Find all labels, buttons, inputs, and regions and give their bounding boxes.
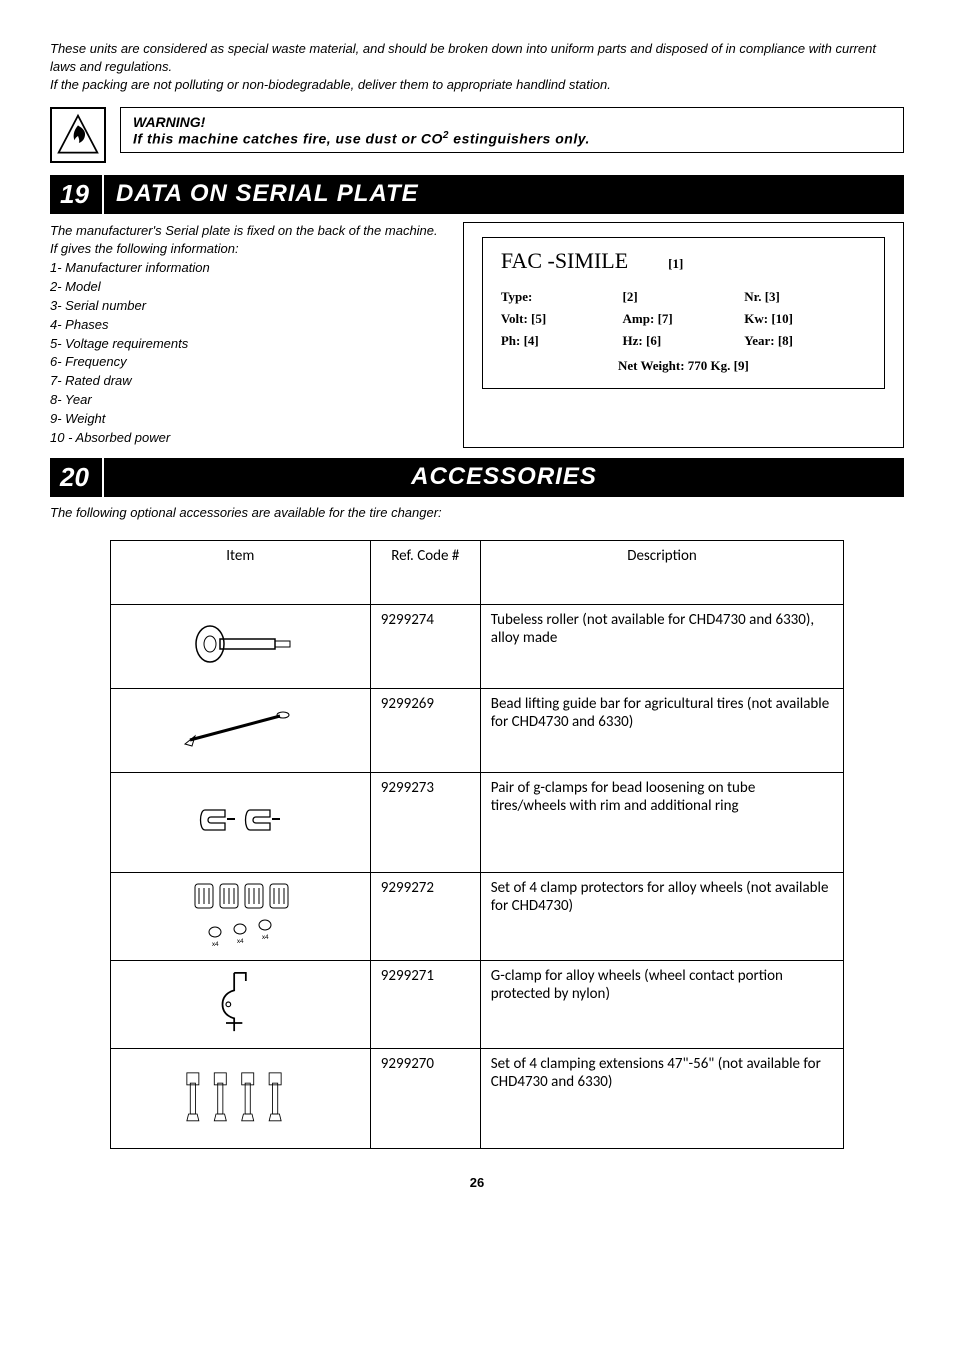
section-20-header: 20 ACCESSORIES: [50, 458, 904, 497]
list-item: 3- Serial number: [50, 297, 443, 316]
item-image-g-clamp-alloy: [110, 960, 370, 1048]
warning-block: WARNING! If this machine catches fire, u…: [50, 107, 904, 163]
serial-plate-lead: The manufacturer's Serial plate is fixed…: [50, 222, 443, 260]
table-row: x4 x4 x4 9299272 Set of 4 clamp protecto…: [110, 872, 843, 960]
col-ref: Ref. Code #: [370, 540, 480, 604]
item-image-tubeless-roller: [110, 604, 370, 688]
intro-line-1: These units are considered as special wa…: [50, 41, 876, 74]
plate-footer: Net Weight: 770 Kg. [9]: [501, 358, 866, 374]
ref-code: 9299272: [370, 872, 480, 960]
warning-body: If this machine catches fire, use dust o…: [133, 130, 891, 147]
ref-code: 9299270: [370, 1048, 480, 1148]
ref-code: 9299271: [370, 960, 480, 1048]
section-19-number: 19: [50, 175, 104, 214]
serial-plate-info: The manufacturer's Serial plate is fixed…: [50, 222, 443, 448]
section-19-title: DATA ON SERIAL PLATE: [104, 175, 904, 214]
table-row: 9299269 Bead lifting guide bar for agric…: [110, 688, 843, 772]
col-desc: Description: [480, 540, 843, 604]
table-row: 9299273 Pair of g-clamps for bead loosen…: [110, 772, 843, 872]
list-item: 5- Voltage requirements: [50, 335, 443, 354]
svg-text:x4: x4: [262, 932, 269, 941]
list-item: 9- Weight: [50, 410, 443, 429]
ref-code: 9299273: [370, 772, 480, 872]
plate-box: FAC -SIMILE [1] Type: [2] Nr. [3] Volt: …: [482, 237, 885, 389]
accessories-intro: The following optional accessories are a…: [50, 505, 904, 520]
svg-text:x4: x4: [212, 939, 219, 948]
description: Set of 4 clamping extensions 47"-56" (no…: [480, 1048, 843, 1148]
plate-ref-1: [1]: [668, 256, 683, 272]
warning-text-box: WARNING! If this machine catches fire, u…: [120, 107, 904, 154]
warning-title: WARNING!: [133, 114, 891, 130]
list-item: 10 - Absorbed power: [50, 429, 443, 448]
intro-line-2: If the packing are not polluting or non-…: [50, 77, 611, 92]
item-image-guide-bar: [110, 688, 370, 772]
accessories-table: Item Ref. Code # Description 9299274 Tub…: [110, 540, 844, 1149]
description: G-clamp for alloy wheels (wheel contact …: [480, 960, 843, 1048]
serial-plate-facsimile: FAC -SIMILE [1] Type: [2] Nr. [3] Volt: …: [463, 222, 904, 448]
item-image-clamping-extensions: [110, 1048, 370, 1148]
description: Pair of g-clamps for bead loosening on t…: [480, 772, 843, 872]
table-row: 9299270 Set of 4 clamping extensions 47"…: [110, 1048, 843, 1148]
intro-paragraph: These units are considered as special wa…: [50, 40, 904, 95]
description: Set of 4 clamp protectors for alloy whee…: [480, 872, 843, 960]
page-number: 26: [50, 1175, 904, 1190]
list-item: 8- Year: [50, 391, 443, 410]
section-20-number: 20: [50, 458, 104, 497]
serial-plate-list: 1- Manufacturer information 2- Model 3- …: [50, 259, 443, 447]
list-item: 7- Rated draw: [50, 372, 443, 391]
table-row: 9299274 Tubeless roller (not available f…: [110, 604, 843, 688]
fire-warning-icon: [50, 107, 106, 163]
plate-row: Type: [2] Nr. [3]: [501, 286, 866, 308]
item-image-clamp-protectors: x4 x4 x4: [110, 872, 370, 960]
list-item: 6- Frequency: [50, 353, 443, 372]
section-19-header: 19 DATA ON SERIAL PLATE: [50, 175, 904, 214]
ref-code: 9299269: [370, 688, 480, 772]
plate-row: Volt: [5] Amp: [7] Kw: [10]: [501, 308, 866, 330]
plate-row: Ph: [4] Hz: [6] Year: [8]: [501, 330, 866, 352]
table-row: 9299271 G-clamp for alloy wheels (wheel …: [110, 960, 843, 1048]
list-item: 4- Phases: [50, 316, 443, 335]
list-item: 2- Model: [50, 278, 443, 297]
list-item: 1- Manufacturer information: [50, 259, 443, 278]
ref-code: 9299274: [370, 604, 480, 688]
description: Bead lifting guide bar for agricultural …: [480, 688, 843, 772]
col-item: Item: [110, 540, 370, 604]
svg-text:x4: x4: [237, 936, 244, 945]
table-header-row: Item Ref. Code # Description: [110, 540, 843, 604]
plate-heading: FAC -SIMILE: [501, 248, 628, 274]
description: Tubeless roller (not available for CHD47…: [480, 604, 843, 688]
section-19-body: The manufacturer's Serial plate is fixed…: [50, 222, 904, 448]
item-image-g-clamps-pair: [110, 772, 370, 872]
section-20-title: ACCESSORIES: [104, 458, 904, 497]
